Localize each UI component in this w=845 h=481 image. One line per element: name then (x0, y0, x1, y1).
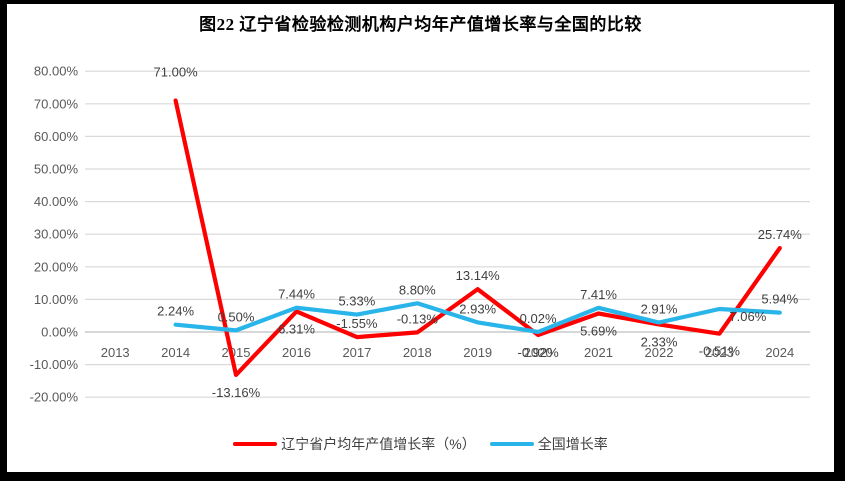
chart-plot-area: -20.00% -10.00% 0.00% 10.00% 20.00% 30.00% 40.… (30, 64, 810, 405)
y-axis-tick-label: -10.00% (30, 357, 79, 372)
y-axis-tick-label: 50.00% (34, 162, 79, 177)
national-series-data-label: 5.94% (761, 292, 798, 307)
y-axis-tick-label: 30.00% (34, 227, 79, 242)
x-axis-tick-label: 2015 (222, 345, 251, 360)
national-series-data-label: 8.80% (399, 282, 436, 297)
liaoning-series-data-label: 13.14% (456, 268, 501, 283)
national-series-data-label: 7.44% (278, 287, 315, 302)
national-series-data-label: 2.91% (641, 302, 678, 317)
legend-line-swatch-liaoning (233, 442, 278, 446)
liaoning-series-data-label: 71.00% (154, 65, 199, 80)
national-series-data-label: 0.02% (520, 311, 557, 326)
y-axis-tick-label: 40.00% (34, 194, 79, 209)
x-axis-tick-label: 2019 (463, 345, 492, 360)
y-axis-tick-label: 70.00% (34, 96, 79, 111)
x-axis-tick-label: 2013 (101, 345, 130, 360)
legend-line-swatch-national (489, 442, 534, 446)
national-series-data-label: 2.24% (157, 304, 194, 319)
liaoning-series-data-label: 25.74% (758, 227, 803, 242)
legend-label-national: 全国增长率 (537, 436, 608, 452)
national-series-data-label: 0.50% (218, 309, 255, 324)
national-series-data-label: 7.41% (580, 287, 617, 302)
x-axis-tick-label: 2014 (161, 345, 190, 360)
y-axis-tick-label: 80.00% (34, 64, 79, 79)
liaoning-series-data-label: -1.55% (336, 316, 378, 331)
y-axis-tick-label: -20.00% (30, 390, 79, 405)
x-axis-tick-label: 2024 (765, 345, 794, 360)
x-axis-tick-label: 2021 (584, 345, 613, 360)
y-axis-tick-label: 10.00% (34, 292, 79, 307)
liaoning-series-data-label: -0.51% (699, 344, 741, 359)
x-axis-tick-label: 2022 (645, 345, 674, 360)
chart-title: 图22 辽宁省检验检测机构户均年产值增长率与全国的比较 (199, 15, 642, 34)
national-series-data-label: 5.33% (338, 294, 375, 309)
x-axis-tick-label: 2023 (705, 345, 734, 360)
liaoning-series-data-label: 5.69% (580, 324, 617, 339)
legend-item-liaoning: 辽宁省户均年产值增长率（%） (233, 434, 476, 454)
liaoning-series-data-label: -0.13% (397, 311, 439, 326)
national-series-line (173, 301, 782, 334)
liaoning-series-data-label: -0.92% (517, 345, 559, 360)
y-axis-tick-label: 20.00% (34, 259, 79, 274)
liaoning-series-line (173, 98, 782, 377)
x-axis-tick-label: 2017 (342, 345, 371, 360)
legend-label-liaoning: 辽宁省户均年产值增长率（%） (281, 436, 476, 452)
liaoning-series-data-label: -13.16% (212, 385, 261, 400)
x-axis-tick-label: 2020 (524, 345, 553, 360)
liaoning-series-data-label: 6.31% (278, 321, 315, 336)
national-series-data-label: 7.06% (729, 309, 766, 324)
y-axis-tick-label: 0.00% (41, 325, 78, 340)
national-series-data-label: 2.93% (459, 301, 496, 316)
legend-item-national: 全国增长率 (489, 434, 608, 454)
chart-legend: 辽宁省户均年产值增长率（%） 全国增长率 (7, 434, 834, 454)
x-axis-tick-label: 2018 (403, 345, 432, 360)
x-axis-tick-label: 2016 (282, 345, 311, 360)
liaoning-series-data-label: 2.33% (641, 334, 678, 349)
y-axis-tick-label: 60.00% (34, 129, 79, 144)
